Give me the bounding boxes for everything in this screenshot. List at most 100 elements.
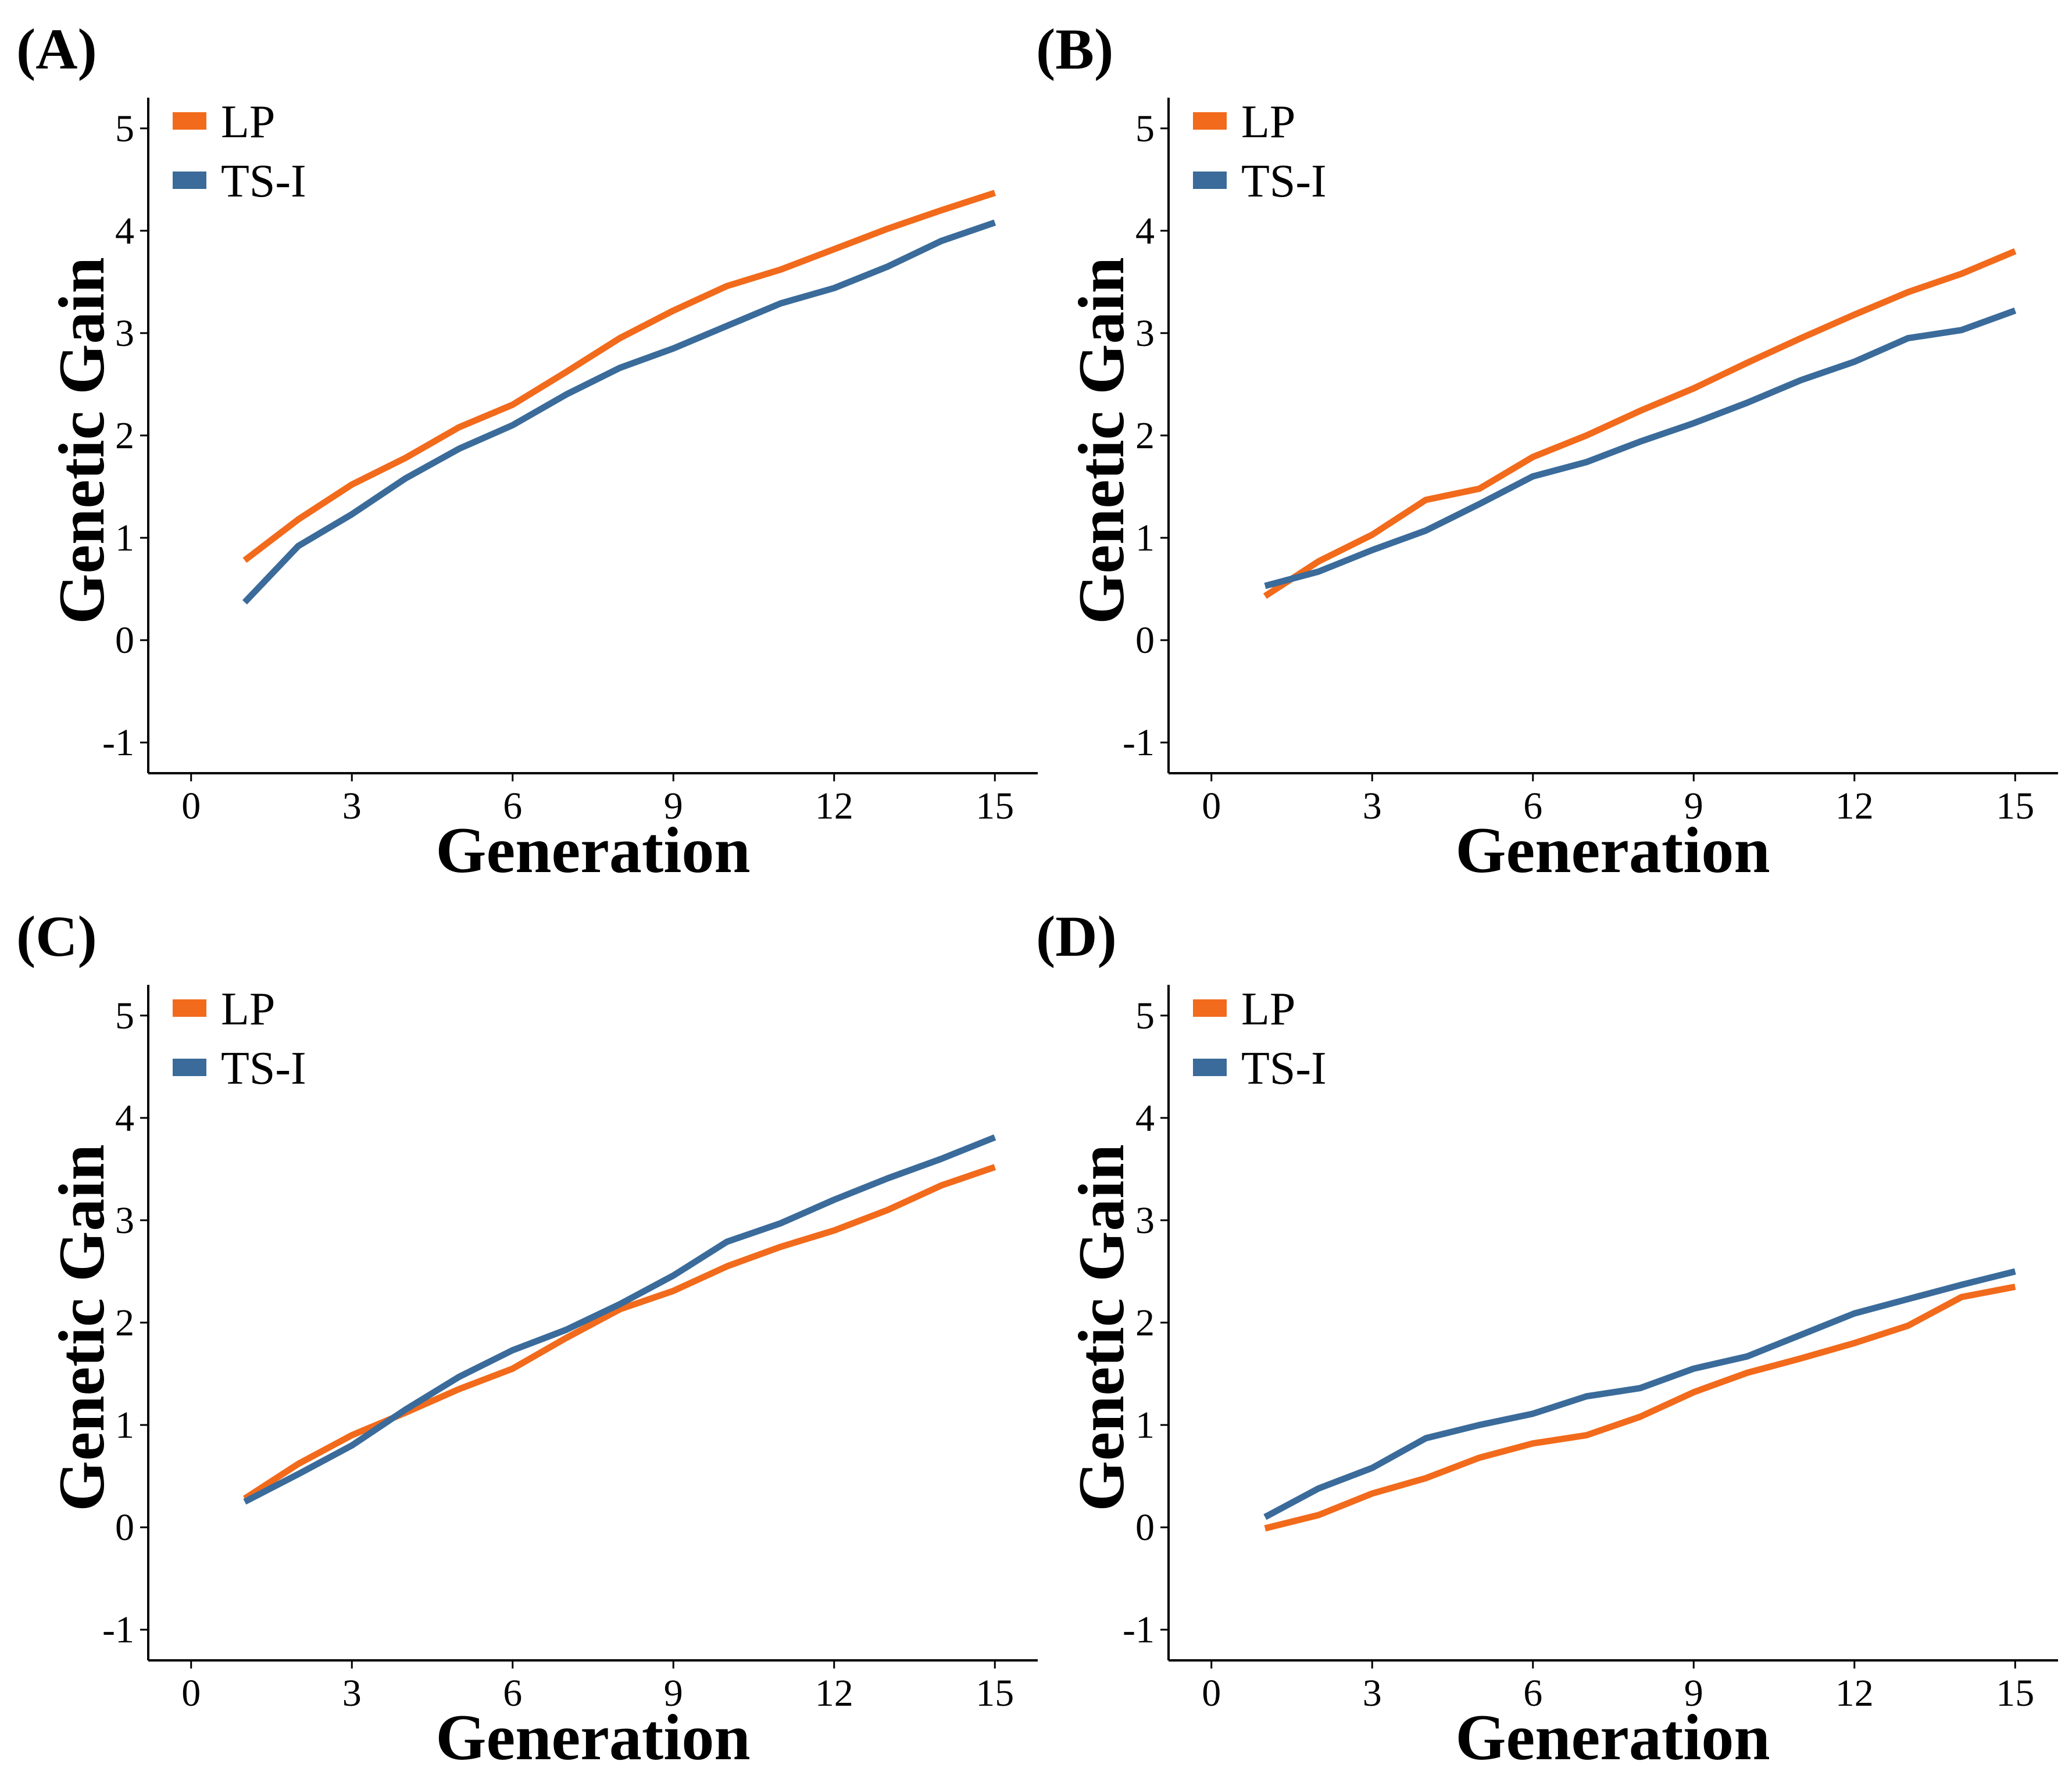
series-line-lp [242,190,996,563]
legend-swatch-lp [1193,999,1227,1017]
x-tick-label: 6 [503,785,522,827]
y-tick-label: 1 [1135,1404,1155,1446]
y-axis-title-d: Genetic Gain [1066,1144,1138,1511]
x-tick-label: 12 [1835,785,1874,827]
panel-c: (C) Generation Genetic Gain [16,904,751,1772]
x-tick-label: 9 [1684,1672,1703,1714]
x-tick-label: 6 [1523,785,1542,827]
series-line-ts-i [243,1134,996,1505]
x-tick-label: 0 [181,1672,201,1714]
panel-d: (D) Generation Genetic Gain [1036,904,1770,1772]
x-tick-label: 3 [342,785,362,827]
x-axis-title-c: Generation [435,1702,750,1772]
panel-label-d: (D) [1036,904,1117,969]
y-tick-label: 5 [1135,995,1155,1037]
y-tick-label: 4 [1135,1097,1155,1139]
legend-label: LP [221,97,275,148]
y-tick-label: 1 [1135,517,1155,559]
y-tick-label: 2 [115,415,134,457]
legend-swatch-ts-i [173,1059,206,1076]
y-tick-label: 3 [1135,312,1155,355]
series-line-lp [1263,248,2017,599]
y-axis-title-b: Genetic Gain [1066,257,1138,624]
x-tick-label: 9 [664,1672,683,1714]
x-tick-label: 15 [976,1672,1014,1714]
legend-swatch-ts-i [173,172,206,189]
series-line-ts-i [1264,308,2017,590]
legend-swatch-lp [173,999,206,1017]
x-tick-label: 6 [1523,1672,1542,1714]
legend-label: LP [1241,984,1295,1035]
legend-label: TS-I [1241,1043,1327,1094]
x-tick-label: 12 [1835,1672,1874,1714]
legend-label: LP [1241,97,1295,148]
y-tick-label: -1 [1123,1609,1155,1651]
series-line-ts-i [1263,1268,2016,1520]
panel-a: (A) Generation Genetic Gain [16,17,751,887]
legend-label: LP [221,984,275,1035]
y-tick-label: 4 [115,1097,134,1139]
x-tick-label: 15 [1996,785,2034,827]
x-tick-label: 3 [342,1672,362,1714]
series-line-lp [242,1164,996,1502]
legend-swatch-ts-i [1193,172,1227,189]
legend-swatch-ts-i [1193,1059,1227,1076]
panel-b: (B) Generation Genetic Gain [1036,17,1770,887]
legend-swatch-lp [1193,112,1227,130]
x-tick-label: 3 [1363,1672,1382,1714]
y-axis-title-c: Genetic Gain [46,1144,118,1511]
legend: LP TS-I [1193,984,1327,1094]
legend-label: TS-I [1241,156,1327,207]
x-tick-label: 9 [1684,785,1703,827]
y-tick-label: 4 [115,210,134,252]
x-axis-title-a: Generation [435,814,750,887]
x-tick-label: 6 [503,1672,522,1714]
x-tick-label: 0 [1202,785,1221,827]
legend-label: TS-I [221,1043,306,1094]
legend-label: TS-I [221,156,306,207]
y-tick-label: 4 [1135,210,1155,252]
x-tick-label: 15 [1996,1672,2034,1714]
x-tick-label: 0 [181,785,201,827]
y-tick-label: -1 [102,1609,134,1651]
x-tick-label: 15 [976,785,1014,827]
series-line-lp [1264,1283,2016,1532]
y-tick-label: 3 [115,312,134,355]
y-tick-label: -1 [102,721,134,764]
panel-label-c: (C) [16,904,97,969]
y-tick-label: 3 [115,1199,134,1242]
legend: LP TS-I [173,984,306,1094]
y-tick-label: 2 [1135,415,1155,457]
y-tick-label: 1 [115,517,134,559]
x-axis-title-b: Generation [1455,814,1770,887]
y-tick-label: 5 [1135,108,1155,150]
y-tick-label: 0 [1135,1506,1155,1549]
panel-label-b: (B) [1036,17,1113,81]
y-tick-label: 2 [1135,1302,1155,1344]
series-line-ts-i [242,219,996,605]
y-tick-label: 2 [115,1302,134,1344]
x-tick-label: 0 [1202,1672,1221,1714]
x-tick-label: 9 [664,785,683,827]
panel-label-a: (A) [16,17,97,81]
y-tick-label: 5 [115,995,134,1037]
y-tick-label: 3 [1135,1199,1155,1242]
x-tick-label: 12 [815,785,853,827]
y-tick-label: -1 [1123,721,1155,764]
x-axis-title-d: Generation [1455,1702,1770,1772]
legend: LP TS-I [173,97,306,207]
legend-swatch-lp [173,112,206,130]
x-tick-label: 3 [1363,785,1382,827]
legend: LP TS-I [1193,97,1327,207]
y-tick-label: 1 [115,1404,134,1446]
y-tick-label: 0 [1135,619,1155,662]
y-tick-label: 0 [115,1506,134,1549]
y-tick-label: 5 [115,108,134,150]
x-tick-label: 12 [815,1672,853,1714]
